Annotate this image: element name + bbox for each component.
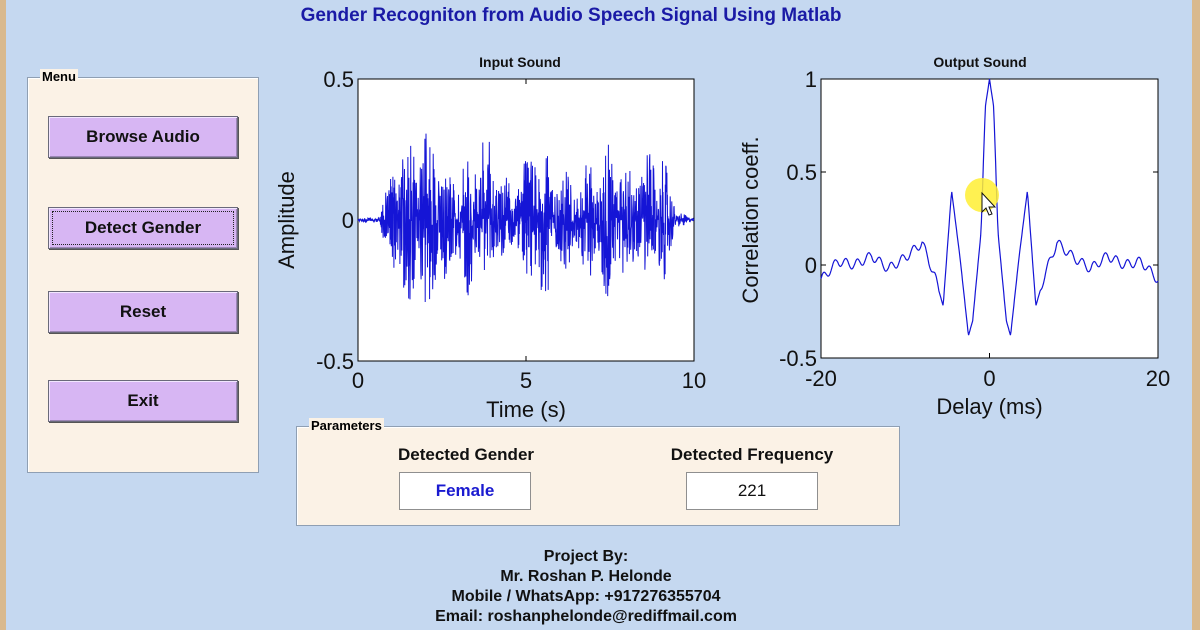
- detected-frequency-label: Detected Frequency: [670, 445, 834, 464]
- output-ytick-3: -0.5: [779, 346, 817, 371]
- detected-gender-value: Female: [399, 472, 531, 510]
- input-waveform: [357, 133, 695, 303]
- credits-heading: Project By:: [543, 548, 629, 565]
- output-ylabel: Correlation coeff.: [738, 136, 763, 303]
- credits-mobile: Mobile / WhatsApp: +917276355704: [451, 588, 721, 605]
- menu-panel: Menu Browse Audio Detect Gender Reset Ex…: [27, 69, 259, 473]
- input-ytick-1: 0: [342, 208, 354, 233]
- detected-gender-label: Detected Gender: [397, 445, 535, 464]
- browse-audio-button[interactable]: Browse Audio: [48, 116, 238, 158]
- detected-frequency-value: 221: [686, 472, 818, 510]
- output-plot-ticks: [820, 78, 1159, 359]
- input-xtick-2: 10: [682, 368, 706, 393]
- input-xtick-0: 0: [352, 368, 364, 393]
- output-ytick-2: 0: [805, 253, 817, 278]
- output-plot-axes: [820, 78, 1159, 359]
- exit-button[interactable]: Exit: [48, 380, 238, 422]
- output-xtick-2: 20: [1146, 366, 1170, 391]
- input-plot-title: Input Sound: [479, 54, 561, 70]
- reset-button[interactable]: Reset: [48, 291, 238, 333]
- output-ytick-1: 0.5: [786, 160, 817, 185]
- mouse-pointer-icon: [981, 191, 997, 216]
- input-ytick-0: 0.5: [323, 67, 354, 92]
- credits-author: Mr. Roshan P. Helonde: [500, 568, 672, 585]
- output-plot-title: Output Sound: [933, 54, 1026, 70]
- output-xlabel: Delay (ms): [936, 394, 1042, 419]
- output-xtick-0: -20: [805, 366, 837, 391]
- credits: Project By: Mr. Roshan P. Helonde Mobile…: [0, 547, 1172, 627]
- parameters-panel: Parameters Detected Gender Female Detect…: [296, 418, 900, 526]
- correlation-curve: [820, 78, 1159, 336]
- app-title: Gender Recogniton from Audio Speech Sign…: [300, 5, 842, 26]
- input-ylabel: Amplitude: [274, 171, 299, 269]
- credits-email: Email: roshanphelonde@rediffmail.com: [435, 608, 737, 625]
- input-sound-plot: Input Sound 0 5 10 0.5 0 -0.5 Time (s) A…: [274, 54, 706, 422]
- output-xtick-1: 0: [983, 366, 995, 391]
- menu-panel-title: Menu: [40, 69, 78, 85]
- output-sound-plot: Output Sound -20 0 20 1 0.5 0 -0.5 Delay…: [738, 54, 1170, 419]
- window-frame-left: [0, 0, 6, 630]
- input-xlabel: Time (s): [486, 397, 566, 422]
- input-ytick-2: -0.5: [316, 349, 354, 374]
- output-ytick-0: 1: [805, 67, 817, 92]
- parameters-panel-title: Parameters: [309, 418, 384, 434]
- input-xtick-1: 5: [520, 368, 532, 393]
- detect-gender-button[interactable]: Detect Gender: [48, 207, 238, 249]
- window-frame-right: [1192, 0, 1200, 630]
